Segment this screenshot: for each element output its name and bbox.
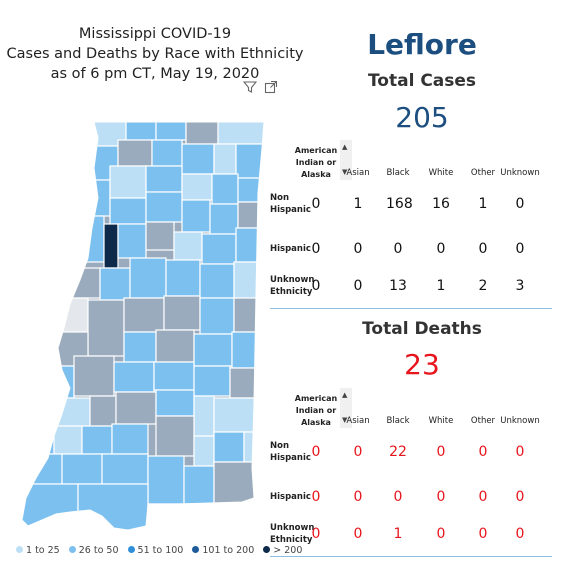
column-header[interactable]: Unknown <box>500 416 540 426</box>
table-cell: 0 <box>311 278 321 294</box>
deaths-table: American Indian or Alaska ▲ ▼ Asian Black Whi… <box>266 388 556 553</box>
total-deaths-value: 23 <box>404 348 440 381</box>
column-header[interactable]: White <box>428 168 454 178</box>
row-label: Unknown Ethnicity <box>270 523 315 545</box>
legend-item: 51 to 100 <box>127 545 183 556</box>
sort-down-icon[interactable]: ▼ <box>342 416 348 424</box>
column-header[interactable]: American Indian or Alaska <box>294 394 338 427</box>
legend-item: 26 to 50 <box>68 545 119 556</box>
table-cell: 0 <box>436 444 446 460</box>
table-cell: 0 <box>311 196 321 212</box>
legend-item: 101 to 200 <box>192 545 254 556</box>
row-label: Unknown Ethnicity <box>270 275 315 297</box>
table-cell: 22 <box>389 444 407 460</box>
legend-item: > 200 <box>263 545 302 556</box>
column-header[interactable]: Black <box>386 168 410 178</box>
sort-up-icon[interactable]: ▲ <box>342 143 348 151</box>
table-cell: 0 <box>436 489 446 505</box>
table-cell: 0 <box>311 526 321 542</box>
title-line-2: Cases and Deaths by Race with Ethnicity <box>6 46 304 62</box>
sort-control[interactable]: ▲ ▼ <box>340 388 352 428</box>
table-cell: 168 <box>386 196 413 212</box>
table-cell: 0 <box>353 444 363 460</box>
table-cell: 0 <box>311 241 321 257</box>
table-cell: 0 <box>515 444 525 460</box>
column-header[interactable]: Asian <box>346 416 370 426</box>
table-cell: 16 <box>432 196 450 212</box>
table-cell: 0 <box>353 526 363 542</box>
sort-down-icon[interactable]: ▼ <box>342 168 348 176</box>
table-cell: 0 <box>478 526 488 542</box>
divider <box>270 308 552 309</box>
column-header[interactable]: Other <box>470 416 496 426</box>
column-header[interactable]: White <box>428 416 454 426</box>
expand-icon[interactable] <box>264 80 278 94</box>
table-cell: 0 <box>478 489 488 505</box>
table-cell: 0 <box>515 489 525 505</box>
column-header[interactable]: Other <box>470 168 496 178</box>
filter-icon[interactable] <box>243 80 257 94</box>
title-line-3: as of 6 pm CT, May 19, 2020 <box>50 66 260 82</box>
column-header[interactable]: Unknown <box>500 168 540 178</box>
sort-up-icon[interactable]: ▲ <box>342 391 348 399</box>
table-cell: 1 <box>436 278 446 294</box>
mississippi-county-map[interactable] <box>18 118 280 536</box>
column-header[interactable]: Black <box>386 416 410 426</box>
map-legend: 1 to 25 26 to 50 51 to 100 101 to 200 > … <box>16 545 308 556</box>
table-cell: 1 <box>478 196 488 212</box>
title-line-1: Mississippi COVID-19 <box>78 26 232 42</box>
total-cases-value: 205 <box>395 101 449 134</box>
table-cell: 0 <box>353 489 363 505</box>
table-cell: 0 <box>478 444 488 460</box>
row-label: Hispanic <box>270 244 311 254</box>
table-cell: 0 <box>311 489 321 505</box>
table-cell: 3 <box>515 278 525 294</box>
sort-control[interactable]: ▲ ▼ <box>340 140 352 180</box>
table-cell: 0 <box>436 241 446 257</box>
table-cell: 1 <box>353 196 363 212</box>
table-cell: 13 <box>389 278 407 294</box>
row-label: Non Hispanic <box>270 193 311 215</box>
table-cell: 0 <box>311 444 321 460</box>
county-name: Leflore <box>367 28 477 61</box>
total-cases-title: Total Cases <box>367 71 477 91</box>
table-cell: 0 <box>393 489 403 505</box>
table-cell: 1 <box>393 526 403 542</box>
table-cell: 0 <box>515 526 525 542</box>
row-label: Hispanic <box>270 492 311 502</box>
table-cell: 0 <box>515 196 525 212</box>
table-cell: 0 <box>515 241 525 257</box>
column-header[interactable]: Asian <box>346 168 370 178</box>
column-header[interactable]: American Indian or Alaska <box>294 146 338 179</box>
divider <box>270 556 552 557</box>
table-cell: 0 <box>478 241 488 257</box>
legend-item: 1 to 25 <box>16 545 60 556</box>
row-label: Non Hispanic <box>270 441 311 463</box>
table-cell: 0 <box>436 526 446 542</box>
table-cell: 0 <box>393 241 403 257</box>
chart-title: Mississippi COVID-19 Cases and Deaths by… <box>0 24 310 84</box>
table-cell: 0 <box>353 241 363 257</box>
cases-table: American Indian or Alaska ▲ ▼ Asian Black Whi… <box>266 140 556 305</box>
total-deaths-title: Total Deaths <box>362 319 482 339</box>
table-cell: 2 <box>478 278 488 294</box>
table-cell: 0 <box>353 278 363 294</box>
